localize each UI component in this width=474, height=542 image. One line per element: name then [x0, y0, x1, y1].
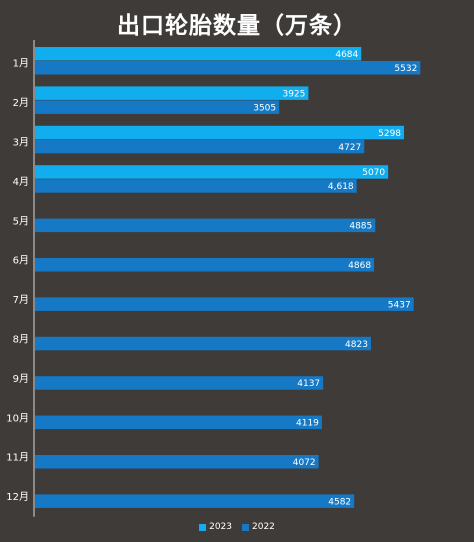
data-label-2023: 3925 [282, 89, 305, 99]
bar-2022 [35, 376, 324, 390]
data-label-2022: 4885 [349, 222, 372, 232]
data-label-2022: 4582 [328, 497, 351, 507]
data-label-2022: 4072 [293, 458, 316, 468]
bar-2022 [35, 218, 376, 233]
bar-2023 [35, 165, 389, 179]
category-label: 8月 [13, 334, 29, 346]
data-label-2022: 5437 [388, 300, 411, 310]
category-label: 12月 [6, 491, 29, 503]
legend-label-2022: 2022 [252, 522, 275, 532]
bar-2022 [35, 297, 414, 311]
bar-2023 [35, 125, 405, 140]
bar-2022 [35, 258, 375, 272]
category-label: 2月 [13, 97, 29, 109]
data-label-2022: 4727 [338, 143, 361, 153]
category-label: 3月 [13, 137, 29, 149]
legend-swatch-2023 [199, 523, 207, 531]
bar-2022 [35, 494, 355, 508]
bar-2022 [35, 61, 421, 75]
category-label: 7月 [13, 294, 29, 306]
category-label: 1月 [13, 58, 29, 70]
category-label: 4月 [13, 176, 29, 188]
data-label-2023: 5070 [362, 168, 385, 178]
legend-item-2023: 2023 [199, 522, 232, 532]
legend-swatch-2022 [242, 523, 249, 531]
bar-2022 [35, 179, 357, 193]
bar-2022 [35, 100, 280, 114]
category-label: 9月 [13, 373, 29, 385]
data-label-2022: 4,618 [328, 182, 354, 192]
data-label-2022: 5532 [394, 64, 417, 74]
category-label: 11月 [6, 452, 29, 464]
bar-2022 [35, 139, 365, 154]
data-label-2022: 4823 [345, 340, 368, 350]
data-label-2022: 3505 [253, 103, 276, 113]
bar-2023 [35, 47, 362, 61]
category-label: 10月 [6, 412, 29, 424]
legend-item-2022: 2022 [242, 522, 275, 532]
category-label: 5月 [13, 215, 29, 227]
bar-2022 [35, 336, 371, 351]
chart-title: 出口轮胎数量（万条） [117, 13, 357, 39]
data-label-2022: 4868 [348, 261, 371, 271]
category-label: 6月 [13, 255, 29, 267]
legend-label-2023: 2023 [209, 522, 232, 532]
bar-2022 [35, 415, 322, 430]
bar-2023 [35, 86, 309, 100]
bar-2022 [35, 455, 319, 469]
data-label-2022: 4119 [296, 419, 319, 429]
data-label-2022: 4137 [297, 379, 320, 389]
legend: 2023 2022 [0, 522, 474, 532]
data-label-2023: 4684 [335, 50, 358, 60]
data-label-2023: 5298 [378, 129, 401, 139]
